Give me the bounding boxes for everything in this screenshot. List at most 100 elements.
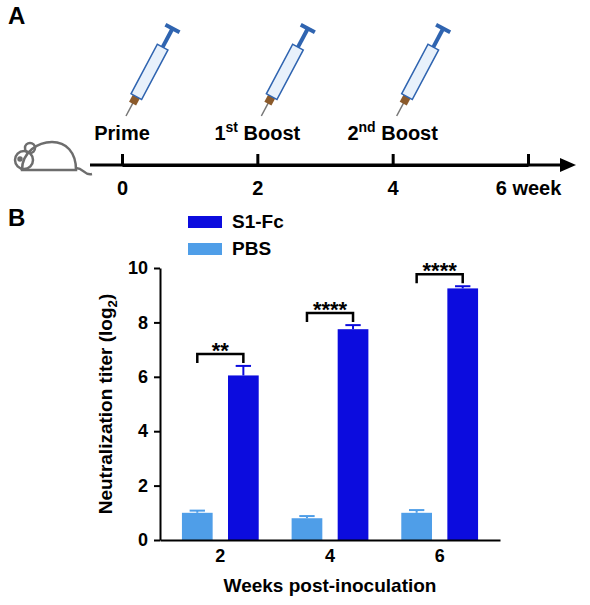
plot-marks [182, 286, 478, 540]
timeline-tick-mark [121, 154, 124, 165]
x-axis: 2 4 6 [161, 540, 501, 566]
syringe-plunger [161, 29, 174, 49]
y-tick: 0 [138, 530, 160, 550]
y-tick: 2 [138, 476, 160, 496]
y-tick: 4 [138, 421, 160, 441]
bar [401, 513, 432, 540]
y-tick-label: 0 [138, 530, 148, 550]
x-tick: 4 [325, 540, 335, 566]
x-tick: 6 [435, 540, 445, 566]
syringe-plunger [296, 29, 309, 49]
panel-letter: B [8, 204, 25, 231]
timeline-tick-label: 0 [117, 177, 128, 199]
x-axis-line [161, 540, 501, 542]
y-tick-label: 2 [138, 476, 148, 496]
timeline-tick-label: 4 [388, 177, 400, 199]
y-axis: 0 2 4 6 8 10 [128, 258, 161, 550]
syringe-needle [126, 102, 134, 116]
timeline-axis: 0 2 4 6 week [117, 154, 562, 199]
mouse-eye [19, 158, 22, 161]
syringe-thumb [435, 23, 451, 34]
y-axis-title: Neutralization titer (log2) [95, 294, 120, 515]
timeline-tick-mark [527, 154, 530, 165]
legend-item: S1-Fc [188, 211, 284, 232]
syringe [390, 23, 452, 120]
syringe-thumb [300, 23, 316, 34]
significance-label: **** [313, 297, 348, 322]
y-tick: 6 [138, 367, 160, 387]
timeline-tick: 2 [252, 154, 263, 199]
y-tick-mark [154, 376, 160, 378]
significance-label: ** [212, 338, 230, 363]
bar [447, 288, 478, 540]
significance-label: **** [423, 258, 458, 283]
error-bar [455, 286, 470, 288]
x-tick-label: 2 [215, 546, 225, 566]
error-bar-stem [242, 366, 244, 376]
panel-b: B 0 2 4 6 8 10 2 4 6 Weeks post-inoculation Neutral… [8, 204, 501, 596]
error-bar-cap [299, 515, 314, 517]
legend: S1-Fc PBS [188, 211, 284, 259]
x-tick: 2 [215, 540, 225, 566]
timeline-tick: 0 [117, 154, 128, 199]
timeline-tick-mark [256, 154, 259, 165]
syringe-plunger [432, 29, 445, 49]
event-label: 1st Boost [214, 119, 300, 144]
bar [338, 329, 369, 540]
syringe-needle [261, 102, 269, 116]
syringe [254, 23, 316, 120]
bar [292, 518, 323, 540]
panel-a: A 0 2 4 6 week Prime 1st Boost 2nd Boost [8, 2, 576, 199]
timeline-tick-label: 2 [252, 177, 263, 199]
timeline-tick: 4 [388, 154, 400, 199]
event-label: Prime [94, 122, 150, 144]
legend-swatch [188, 243, 222, 255]
timeline-tick-label: 6 week [496, 177, 562, 199]
error-bar-cap [236, 365, 251, 367]
syringe [119, 23, 181, 120]
y-axis-line [160, 269, 162, 541]
error-bar-cap [190, 510, 205, 512]
x-axis-title: Weeks post-inoculation [224, 575, 437, 596]
error-bar [299, 516, 314, 518]
timeline-tick: 6 week [496, 154, 562, 199]
y-tick-label: 10 [128, 258, 148, 278]
y-tick-label: 8 [138, 313, 148, 333]
legend-label: S1-Fc [232, 211, 284, 232]
x-tick-label: 6 [435, 546, 445, 566]
y-tick-mark [154, 540, 160, 542]
legend-label: PBS [232, 238, 271, 259]
y-tick-label: 4 [138, 421, 148, 441]
syringe-thumb [164, 23, 180, 34]
y-tick-label: 6 [138, 367, 148, 387]
error-bar [345, 325, 360, 329]
event-label: 2nd Boost [347, 119, 438, 144]
y-tick-mark [154, 485, 160, 487]
y-tick: 8 [138, 313, 160, 333]
syringe-barrel [402, 44, 439, 99]
panel-letter: A [8, 2, 25, 29]
error-bar-cap [409, 509, 424, 511]
error-bar-cap [455, 285, 470, 287]
error-bar [409, 510, 424, 513]
y-tick: 10 [128, 258, 160, 278]
error-bar [236, 366, 251, 376]
y-tick-mark [154, 322, 160, 324]
syringe-barrel [266, 44, 303, 99]
timeline-arrow-head [560, 158, 576, 172]
y-tick-mark [154, 268, 160, 270]
mouse-icon [15, 142, 92, 174]
bar [182, 513, 213, 540]
timeline-tick-mark [392, 154, 395, 165]
mouse-ear [25, 143, 35, 153]
syringe-barrel [131, 44, 168, 99]
timeline-arrow-line [90, 164, 566, 167]
timeline-axis-line [123, 164, 529, 167]
legend-item: PBS [188, 238, 271, 259]
error-bar [190, 511, 205, 513]
syringe-needle [397, 102, 405, 116]
error-bar-cap [345, 324, 360, 326]
mouse-tail [76, 168, 92, 174]
y-tick-mark [154, 431, 160, 433]
bar [228, 375, 259, 540]
